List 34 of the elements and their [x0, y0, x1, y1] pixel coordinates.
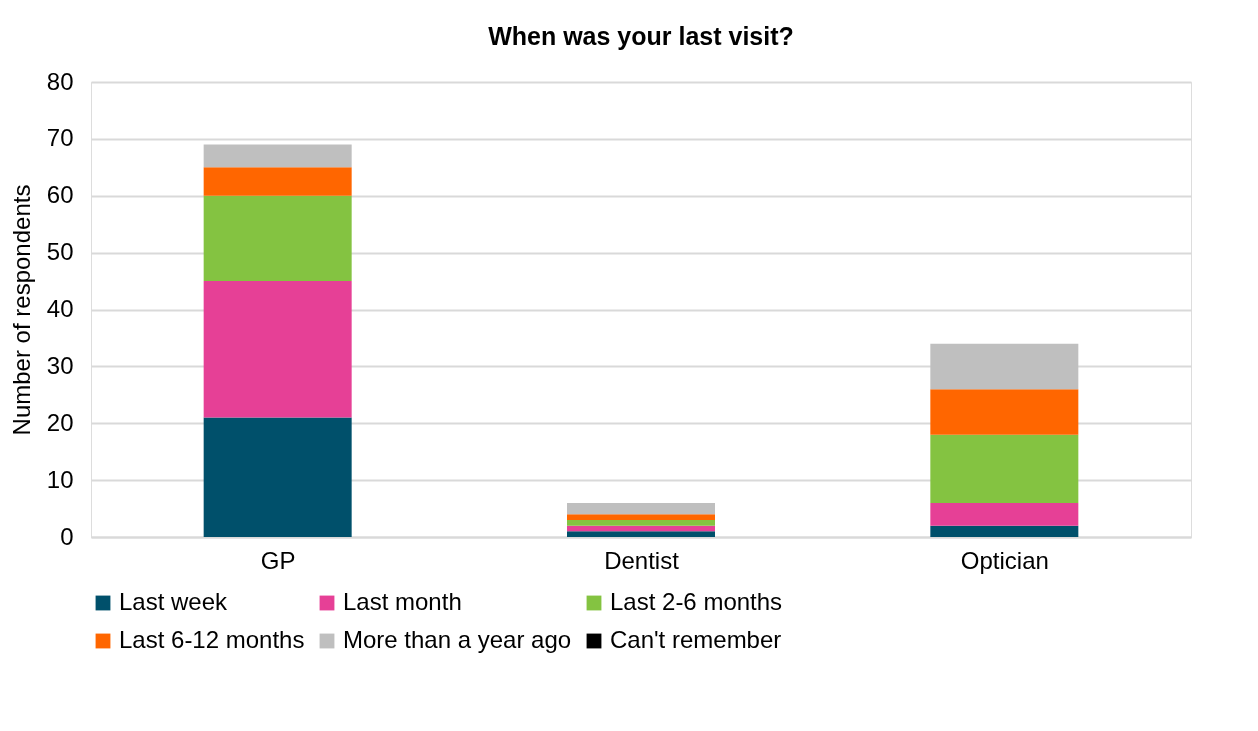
- legend-label: Last 6-12 months: [119, 626, 305, 653]
- legend-label: Last month: [343, 588, 462, 615]
- legend-label: Last week: [119, 588, 229, 615]
- y-tick-label: 80: [46, 67, 74, 95]
- x-tick-label: GP: [260, 546, 296, 574]
- x-tick-label: Optician: [960, 546, 1049, 574]
- y-tick-label: 70: [46, 124, 74, 152]
- chart-title: When was your last visit?: [488, 22, 794, 50]
- y-tick-label: 60: [46, 181, 74, 209]
- legend-label: More than a year ago: [343, 626, 572, 653]
- bar: [203, 417, 352, 537]
- bar: [930, 525, 1079, 537]
- bar: [203, 144, 352, 168]
- bar: [567, 531, 715, 537]
- bar: [930, 389, 1079, 435]
- bar: [567, 519, 715, 526]
- y-axis-title: Number of respondents: [7, 184, 35, 436]
- bar: [203, 167, 352, 196]
- y-tick-label: 50: [46, 238, 74, 266]
- bar: [930, 502, 1079, 526]
- bar: [930, 434, 1079, 503]
- y-tick-label: 10: [46, 465, 74, 493]
- legend-label: Last 2-6 months: [610, 588, 783, 615]
- legend-label: Can't remember: [610, 626, 782, 653]
- bar: [567, 502, 715, 515]
- bar: [203, 281, 352, 418]
- bar: [930, 343, 1079, 390]
- y-tick-label: 40: [46, 295, 74, 322]
- bar: [567, 514, 715, 520]
- x-tick-label: Dentist: [604, 546, 680, 574]
- bar: [203, 195, 352, 282]
- y-tick-label: 0: [60, 522, 74, 550]
- y-tick-label: 20: [46, 408, 74, 436]
- y-tick-label: 30: [46, 351, 74, 379]
